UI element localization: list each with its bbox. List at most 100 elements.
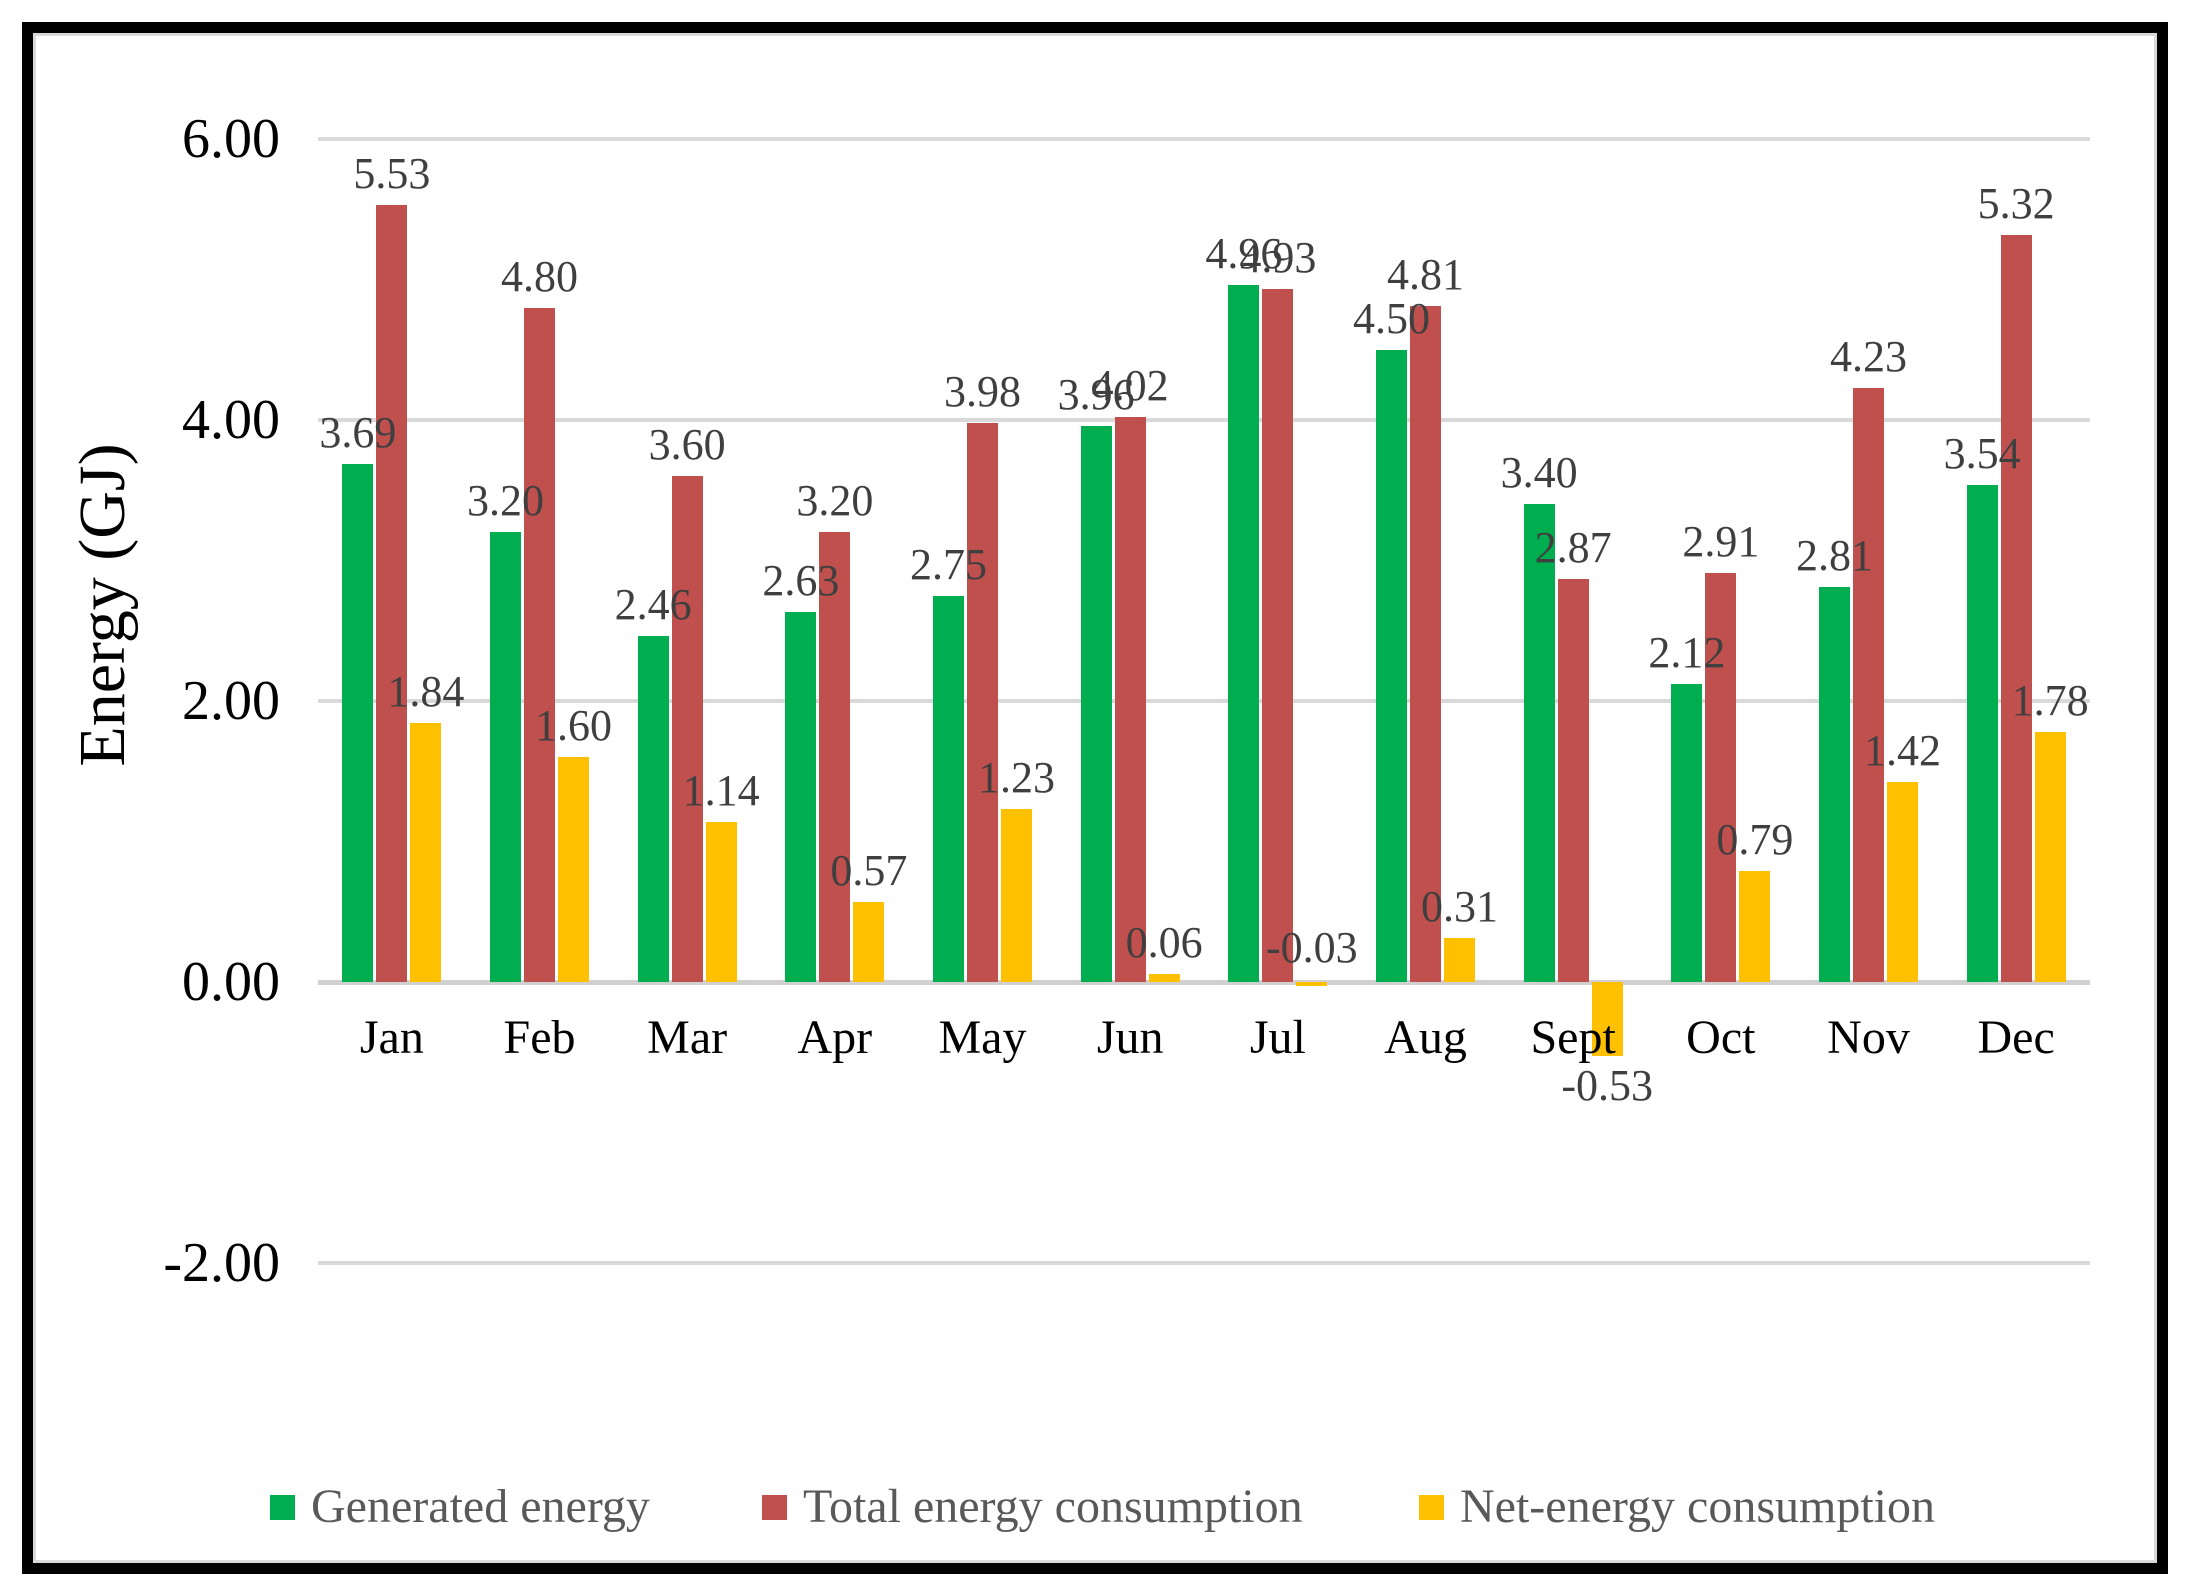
bar	[490, 532, 521, 982]
bar	[2000, 234, 2032, 982]
bar-value-label: 3.54	[1943, 428, 2021, 478]
bar-value-label: 1.78	[2011, 675, 2089, 725]
x-axis-category-label: Aug	[1384, 1011, 1467, 1064]
bar-value-label: 0.06	[1125, 917, 1203, 967]
bar	[1523, 504, 1555, 982]
bar-value-label: 2.75	[910, 539, 987, 589]
chart-outer-border	[22, 22, 2168, 1574]
legend-swatch	[270, 1494, 295, 1520]
bar-value-label: 3.60	[648, 420, 726, 470]
bar-value-label: -0.03	[1266, 923, 1358, 972]
bar-value-label: 2.63	[762, 556, 840, 606]
bar-value-label: 4.93	[1239, 233, 1317, 283]
bar	[1296, 982, 1328, 987]
legend-swatch	[1419, 1494, 1444, 1520]
bar-value-label: 2.12	[1648, 628, 1726, 678]
bar	[671, 476, 703, 982]
legend-item: Net-energy consumption	[1419, 1483, 1935, 1531]
bar	[933, 595, 964, 982]
bar-value-label: 1.84	[387, 667, 465, 717]
bar	[785, 612, 817, 982]
bar-value-label: 4.23	[1830, 331, 1907, 381]
bar	[1966, 484, 1998, 982]
bar	[1410, 306, 1441, 982]
bar-value-label: 2.87	[1534, 522, 1612, 572]
legend-swatch	[762, 1494, 787, 1520]
y-axis-tick-label: -2.00	[163, 1232, 280, 1294]
bar-value-label: 4.02	[1091, 361, 1169, 411]
bar-value-label: 2.46	[614, 580, 692, 630]
bar	[558, 757, 589, 982]
bar-value-label: 4.50	[1353, 293, 1430, 343]
bar-value-label: 1.42	[1864, 726, 1941, 776]
bar	[1557, 578, 1589, 982]
x-axis-category-label: Nov	[1827, 1011, 1910, 1064]
x-axis-category-label: Jun	[1096, 1011, 1164, 1064]
bar	[637, 636, 669, 982]
bar-value-label: 4.80	[501, 251, 578, 301]
bar	[410, 723, 442, 982]
gridline	[318, 1261, 2090, 1265]
chart-inner-border	[33, 33, 2157, 1563]
zero-axis-line	[318, 979, 2090, 985]
x-axis-category-label: May	[938, 1011, 1027, 1064]
bar-value-label: 1.23	[978, 753, 1055, 803]
bar-value-label: 0.31	[1421, 882, 1498, 932]
bar	[1001, 809, 1032, 982]
bar	[524, 307, 555, 982]
bar	[1671, 684, 1703, 982]
x-axis-category-label: Mar	[647, 1011, 728, 1064]
bar-value-label: 3.69	[319, 407, 397, 457]
bar	[1262, 289, 1294, 982]
bar	[1591, 982, 1623, 1057]
y-axis-tick-label: 2.00	[182, 670, 280, 732]
bar-value-label: 3.20	[796, 476, 874, 526]
bar-value-label: 3.96	[1057, 369, 1135, 419]
bar-value-label: 5.32	[1977, 178, 2055, 228]
bar	[342, 463, 374, 982]
gridline	[318, 699, 2090, 703]
bar	[819, 532, 851, 982]
bar	[705, 821, 737, 982]
y-axis-tick-label: 6.00	[182, 108, 280, 170]
bar-value-label: 2.81	[1796, 531, 1873, 581]
bar-value-label: 5.53	[353, 149, 431, 199]
bar	[1148, 973, 1180, 982]
legend-item-label: Generated energy	[311, 1480, 650, 1533]
bar-value-label: 1.60	[535, 701, 612, 751]
legend-item: Total energy consumption	[762, 1483, 1303, 1531]
bar	[1444, 938, 1475, 982]
bar	[1376, 349, 1407, 982]
legend-item: Generated energy	[270, 1483, 650, 1531]
bar	[376, 205, 408, 982]
y-axis-tick-label: 4.00	[182, 389, 280, 451]
bar-value-label: 3.98	[944, 366, 1021, 416]
x-axis-category-label: Oct	[1686, 1011, 1756, 1064]
bar-value-label: 3.20	[467, 476, 544, 526]
bar-value-label: -0.53	[1561, 1061, 1653, 1111]
bar-value-label: 4.81	[1387, 250, 1464, 300]
x-axis-category-label: Dec	[1977, 1011, 2055, 1064]
x-axis-category-label: Jul	[1249, 1011, 1306, 1064]
bar	[1819, 587, 1850, 982]
bar	[853, 901, 885, 982]
bar	[1739, 871, 1771, 982]
bar-value-label: 0.57	[830, 845, 908, 895]
gridline	[318, 137, 2090, 141]
x-axis-category-label: Jan	[359, 1011, 424, 1064]
bar	[1228, 285, 1260, 982]
x-axis-category-label: Apr	[797, 1011, 873, 1064]
bar-value-label: 2.91	[1682, 517, 1760, 567]
x-axis-category-label: Feb	[503, 1011, 576, 1064]
bar	[1853, 387, 1884, 982]
gridline	[318, 418, 2090, 422]
bar-value-label: 4.96	[1205, 229, 1283, 279]
x-axis-category-label: Sept	[1530, 1011, 1616, 1064]
bar	[1705, 573, 1737, 982]
legend-item-label: Net-energy consumption	[1460, 1480, 1936, 1533]
bar	[1080, 425, 1112, 982]
y-axis-tick-label: 0.00	[182, 951, 280, 1013]
bar	[1887, 782, 1918, 982]
bar	[1114, 417, 1146, 982]
